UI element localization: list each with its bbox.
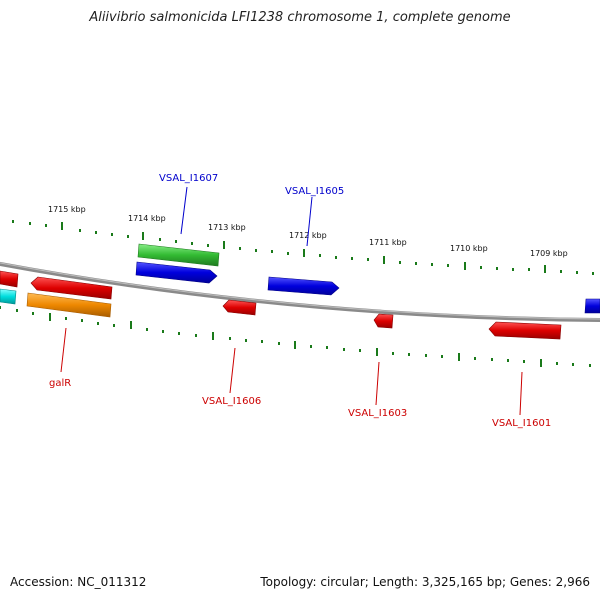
leader-vsal-i1607 — [180, 186, 188, 235]
inner-tick-row — [0, 306, 591, 367]
feature-red-2[interactable] — [222, 299, 257, 316]
leader-vsal-i1603 — [375, 361, 380, 406]
leader-vsal-i1606 — [229, 347, 236, 394]
feature-blue-1[interactable] — [135, 261, 218, 284]
feature-red-1[interactable] — [30, 276, 113, 300]
feature-red-4[interactable] — [488, 321, 562, 340]
outer-tick-row — [12, 220, 594, 275]
kbp-label-1711: 1711 kbp — [369, 238, 407, 247]
kbp-label-1709: 1709 kbp — [530, 249, 568, 258]
genome-summary-text: Topology: circular; Length: 3,325,165 bp… — [260, 575, 590, 589]
accession-text: Accession: NC_011312 — [10, 575, 147, 589]
chromosome-backbone — [0, 261, 600, 322]
kbp-label-1710: 1710 kbp — [450, 244, 488, 253]
gene-label-vsal-i1603[interactable]: VSAL_I1603 — [348, 408, 407, 419]
feature-red-3[interactable] — [373, 313, 394, 329]
feature-cyan-edge[interactable] — [0, 288, 17, 305]
kbp-label-1714: 1714 kbp — [128, 214, 166, 223]
leader-vsal-i1601 — [519, 371, 523, 416]
gene-label-vsal-i1607[interactable]: VSAL_I1607 — [159, 173, 218, 184]
feature-green-outer[interactable] — [137, 243, 220, 267]
kbp-label-1713: 1713 kbp — [208, 223, 246, 232]
gene-label-vsal-i1601[interactable]: VSAL_I1601 — [492, 418, 551, 429]
gene-label-galr[interactable]: galR — [49, 378, 71, 389]
feature-blue-2[interactable] — [267, 276, 340, 296]
gene-label-vsal-i1606[interactable]: VSAL_I1606 — [202, 396, 261, 407]
gene-label-vsal-i1605[interactable]: VSAL_I1605 — [285, 186, 344, 197]
feature-orange[interactable] — [26, 292, 112, 318]
feature-red-edge[interactable] — [0, 270, 19, 288]
kbp-label-1715: 1715 kbp — [48, 205, 86, 214]
map-title: Aliivibrio salmonicida LFI1238 chromosom… — [89, 10, 511, 25]
leader-vsal-i1605 — [306, 196, 313, 247]
leader-galr — [60, 327, 67, 373]
feature-blue-3[interactable] — [584, 298, 600, 314]
